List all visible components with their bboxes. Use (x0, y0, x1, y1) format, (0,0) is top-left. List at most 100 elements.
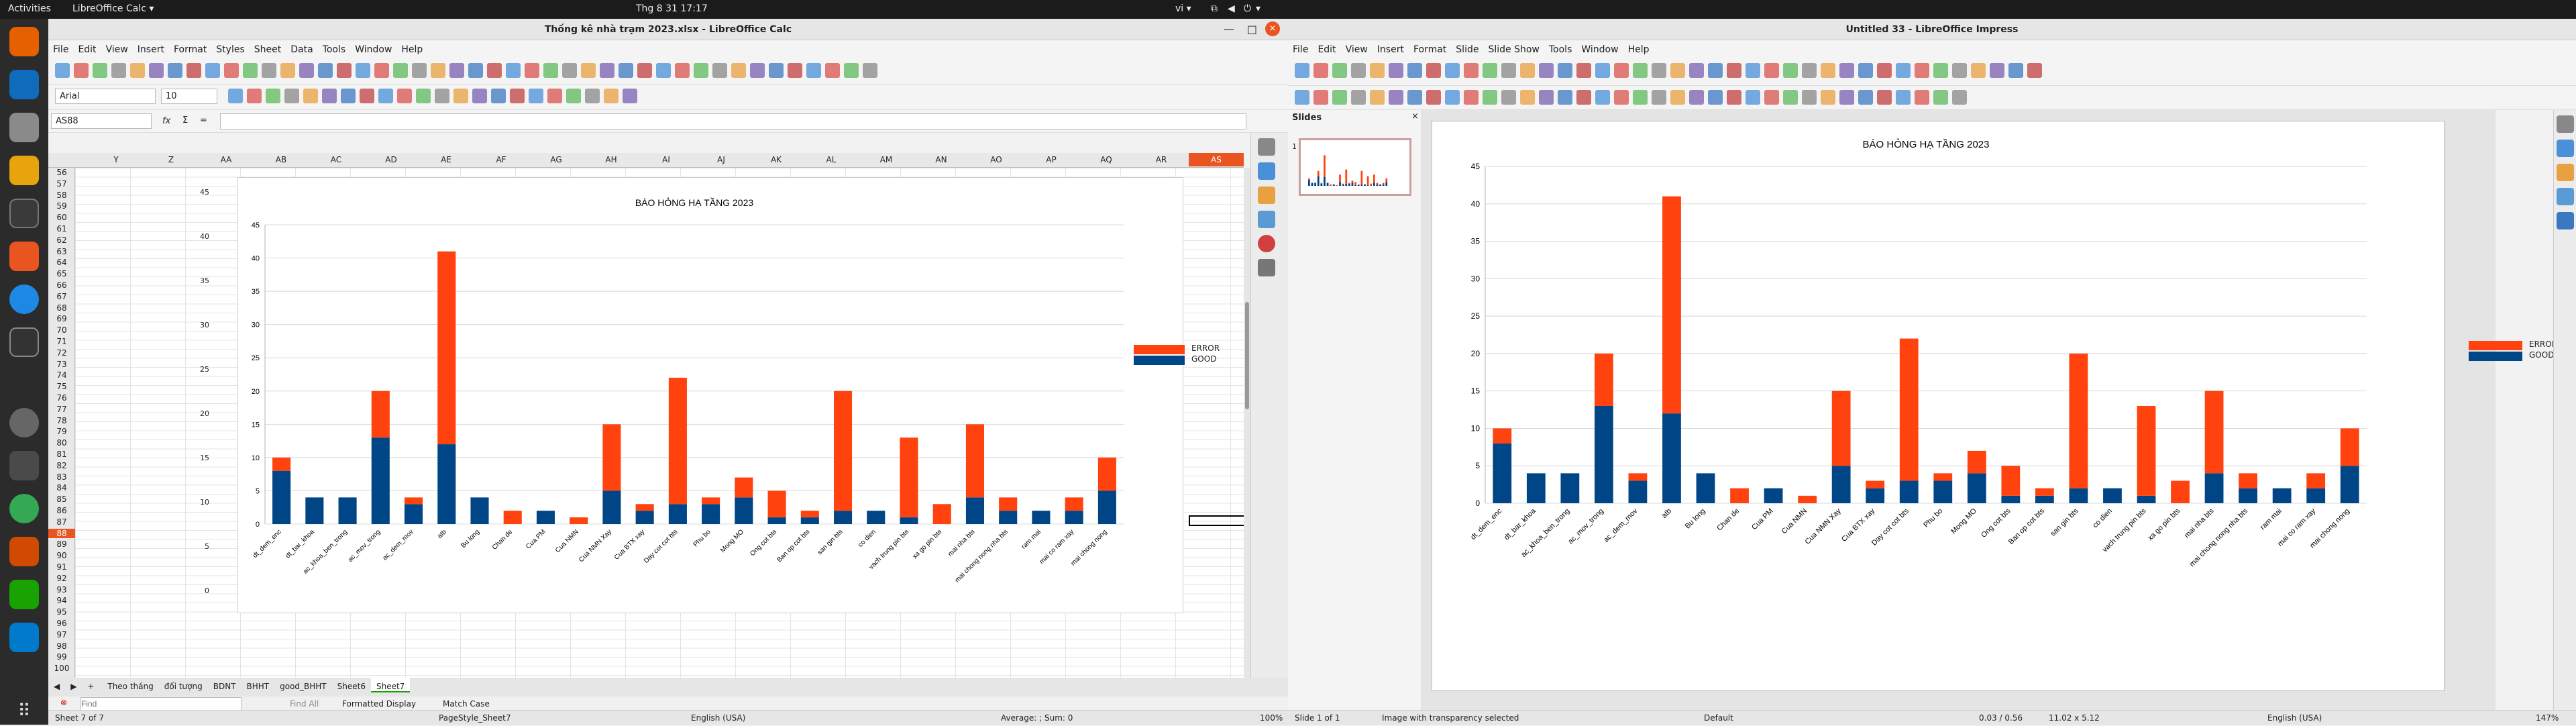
chart-panel[interactable]: BÁO HỎNG HẠ TẦNG 2023 0 5 10 15 20 25 30 35 40 45 d… (237, 177, 1183, 613)
tab-doi-tuong[interactable]: đối tượng (164, 682, 203, 691)
toolbar-button-icon[interactable] (1595, 63, 1610, 78)
toolbar-button-icon[interactable] (1689, 63, 1704, 78)
toolbar-button-icon[interactable] (806, 63, 821, 78)
toolbar-button-icon[interactable] (566, 89, 581, 103)
tab-theo-thang[interactable]: Theo tháng (107, 682, 154, 691)
toolbar-button-icon[interactable] (1727, 63, 1741, 78)
menu-view[interactable]: View (1345, 44, 1368, 55)
toolbar-button-icon[interactable] (769, 63, 784, 78)
row-label[interactable]: 87 (56, 517, 67, 527)
toolbar-button-icon[interactable] (431, 63, 445, 78)
files-icon[interactable] (9, 113, 39, 142)
row-label[interactable]: 92 (56, 573, 67, 583)
toolbar-button-icon[interactable] (547, 89, 562, 103)
column-label[interactable]: AR (1155, 155, 1167, 164)
toolbar-button-icon[interactable] (844, 63, 859, 78)
menu-file[interactable]: File (1293, 44, 1309, 55)
row-label[interactable]: 99 (56, 652, 67, 662)
toolbar-button-icon[interactable] (111, 63, 126, 78)
toolbar-button-icon[interactable] (1933, 90, 1948, 105)
master-slides-icon[interactable] (2557, 164, 2574, 181)
toolbar-button-icon[interactable] (656, 63, 671, 78)
toolbar-button-icon[interactable] (487, 63, 502, 78)
toolbar-button-icon[interactable] (374, 63, 389, 78)
toolbar-button-icon[interactable] (1576, 90, 1591, 105)
toolbar-button-icon[interactable] (247, 89, 262, 103)
toolbar-button-icon[interactable] (1389, 63, 1403, 78)
toolbar-button-icon[interactable] (1520, 90, 1535, 105)
name-box[interactable]: AS88 (51, 113, 152, 129)
row-label[interactable]: 94 (56, 596, 67, 606)
tab-bdnt[interactable]: BDNT (213, 682, 236, 691)
toolbar-button-icon[interactable] (543, 63, 558, 78)
toolbar-button-icon[interactable] (585, 89, 600, 103)
vertical-scrollbar[interactable] (1244, 168, 1250, 678)
toolbar-button-icon[interactable] (393, 63, 408, 78)
help-icon[interactable] (9, 284, 39, 314)
toolbar-button-icon[interactable] (1858, 63, 1873, 78)
slide-thumbnail[interactable] (1299, 138, 1411, 196)
column-label[interactable]: AF (496, 155, 506, 164)
row-label[interactable]: 90 (56, 551, 67, 561)
column-label[interactable]: Y (113, 155, 119, 164)
toolbar-button-icon[interactable] (356, 63, 370, 78)
toolbar-button-icon[interactable] (1802, 63, 1817, 78)
menu-styles[interactable]: Styles (216, 44, 245, 55)
toolbar-button-icon[interactable] (378, 89, 393, 103)
properties-icon[interactable] (2557, 140, 2574, 157)
toolbar-button-icon[interactable] (1652, 63, 1666, 78)
row-label[interactable]: 85 (56, 495, 67, 505)
toolbar-button-icon[interactable] (1407, 63, 1422, 78)
toolbar-button-icon[interactable] (1971, 63, 1986, 78)
toolbar-button-icon[interactable] (529, 89, 543, 103)
toolbar-button-icon[interactable] (1614, 63, 1629, 78)
terminal-icon-2[interactable] (9, 451, 39, 480)
toolbar-button-icon[interactable] (1295, 90, 1309, 105)
formatted-display-checkbox[interactable]: Formatted Display (342, 699, 417, 709)
toolbar-button-icon[interactable] (1483, 63, 1497, 78)
toolbar-button-icon[interactable] (1539, 63, 1554, 78)
toolbar-button-icon[interactable] (1389, 90, 1403, 105)
toolbar-button-icon[interactable] (1764, 63, 1779, 78)
row-label[interactable]: 78 (56, 415, 67, 425)
row-label[interactable]: 63 (56, 246, 67, 256)
toolbar-button-icon[interactable] (623, 89, 637, 103)
row-label[interactable]: 60 (56, 213, 67, 223)
toolbar-button-icon[interactable] (1370, 90, 1385, 105)
vscode-icon[interactable] (9, 623, 39, 652)
menu-view[interactable]: View (105, 44, 128, 55)
toolbar-button-icon[interactable] (1839, 63, 1854, 78)
toolbar-button-icon[interactable] (1746, 63, 1760, 78)
font-name-input[interactable]: Arial (55, 89, 156, 104)
toolbar-button-icon[interactable] (55, 63, 70, 78)
column-label[interactable]: AO (990, 155, 1002, 164)
toolbar-button-icon[interactable] (2008, 63, 2023, 78)
tab-sheet6[interactable]: Sheet6 (337, 682, 366, 691)
row-label[interactable]: 82 (56, 460, 67, 470)
column-label[interactable]: AD (385, 155, 397, 164)
formula-input[interactable] (220, 113, 1246, 129)
column-label[interactable]: AM (879, 155, 893, 164)
toolbar-button-icon[interactable] (731, 63, 746, 78)
toolbar-button-icon[interactable] (168, 63, 182, 78)
toolbar-button-icon[interactable] (186, 63, 201, 78)
toolbar-button-icon[interactable] (1332, 90, 1347, 105)
column-label[interactable]: AE (441, 155, 451, 164)
maximize-icon[interactable]: □ (1246, 23, 1257, 36)
toolbar-button-icon[interactable] (341, 89, 356, 103)
row-label[interactable]: 59 (56, 201, 67, 211)
toolbar-button-icon[interactable] (322, 89, 337, 103)
tab-sheet7[interactable]: Sheet7 (370, 678, 411, 692)
software-icon[interactable] (9, 242, 39, 271)
row-label[interactable]: 91 (56, 562, 67, 572)
toolbar-button-icon[interactable] (1896, 90, 1911, 105)
function-wizard-icon[interactable]: fx (162, 116, 171, 126)
equals-icon[interactable]: = (200, 115, 207, 125)
close-find-icon[interactable]: ⊗ (60, 698, 68, 707)
gear-icon[interactable] (1258, 138, 1275, 156)
chrome-icon[interactable] (9, 494, 39, 523)
row-label[interactable]: 97 (56, 629, 67, 639)
toolbar-button-icon[interactable] (1464, 90, 1479, 105)
toolbar-button-icon[interactable] (1746, 90, 1760, 105)
column-label[interactable]: Z (168, 155, 174, 164)
